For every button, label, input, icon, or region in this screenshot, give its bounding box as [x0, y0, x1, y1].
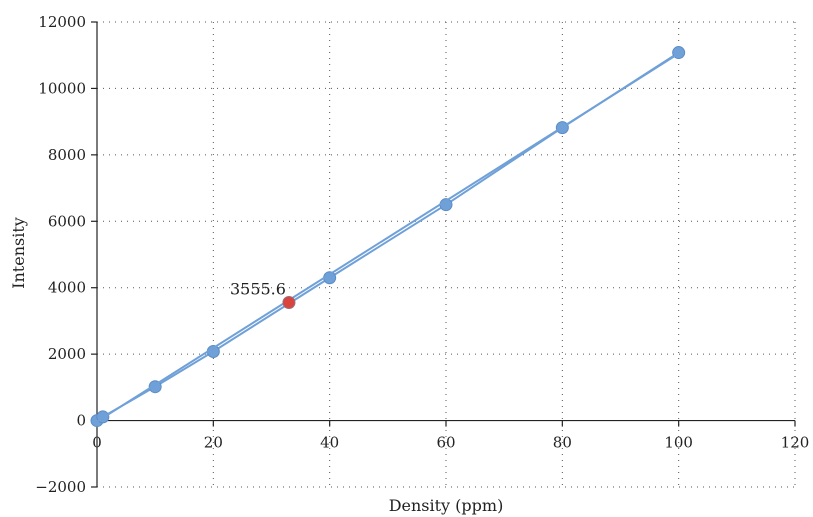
x-tick-label: 120 — [781, 434, 810, 452]
grid-lines — [97, 21, 796, 488]
data-label: 3555.6 — [230, 279, 286, 298]
labels: −2000 0 2000 4000 6000 8000 10000 12000 0 20 40 60 8… — [35, 13, 809, 496]
y-tick-label: 12000 — [38, 13, 86, 31]
x-tick-label: 0 — [92, 434, 102, 452]
y-tick-label: 10000 — [38, 79, 86, 97]
y-tick-label: 2000 — [48, 345, 86, 363]
data-series — [90, 46, 686, 428]
y-tick-label: 0 — [76, 412, 86, 430]
x-tick-label: 40 — [320, 434, 339, 452]
x-axis-title: Density (ppm) — [389, 496, 504, 515]
highlight-point — [282, 295, 296, 309]
x-tick-label: 20 — [204, 434, 223, 452]
x-tick-label: 60 — [436, 434, 455, 452]
trend-line — [96, 52, 680, 423]
y-tick-label: 6000 — [48, 212, 86, 230]
y-tick-label: 8000 — [48, 146, 86, 164]
x-tick-label: 100 — [664, 434, 693, 452]
y-tick-label: −2000 — [35, 478, 86, 496]
y-tick-label: 4000 — [48, 279, 86, 297]
axes — [91, 21, 796, 488]
y-axis-title: Intensity — [9, 217, 28, 289]
x-tick-label: 80 — [553, 434, 572, 452]
